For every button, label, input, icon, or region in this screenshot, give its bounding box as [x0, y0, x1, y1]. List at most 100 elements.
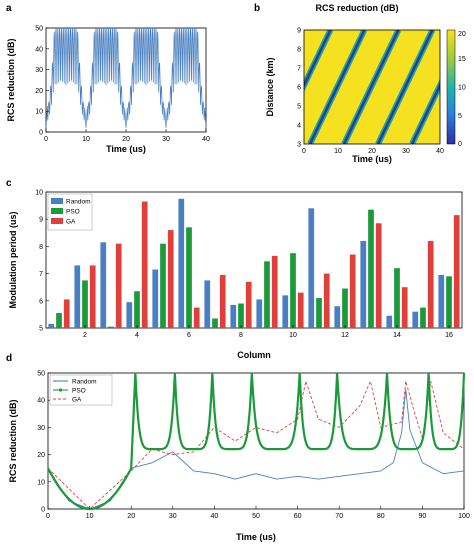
- panel-a-ytick-label: 10: [35, 109, 43, 116]
- bar-random: [412, 311, 419, 328]
- panel-c-xtick-label: 14: [393, 332, 401, 339]
- panel-b-ytick-label: 8: [297, 47, 301, 54]
- legend-label-random: Random: [66, 199, 91, 206]
- panel-d-xtick-label: 10: [86, 513, 94, 520]
- panel-d-xtick-label: 20: [127, 513, 135, 520]
- panel-c-xtick-label: 2: [83, 332, 87, 339]
- panel-c-ytick-label: 10: [35, 190, 43, 197]
- legend-label-pso: PSO: [66, 209, 80, 216]
- panel-c-ticks: 5 6 7 8 9 10 2 4 6 8 10 12 14 16: [35, 190, 453, 340]
- panel-b-colorbar-tick-label: 20: [458, 31, 466, 38]
- panel-c-ylabel: Modulation period (us): [8, 212, 18, 309]
- panel-d-ticks: 0 10 20 30 40 50 60 70 80 90 100 0 10 20 30 40 50: [37, 371, 470, 521]
- bar-ga: [89, 265, 96, 328]
- panel-b-stripe: [410, 82, 440, 144]
- panel-b-axes: [303, 29, 441, 145]
- panel-c-ytick-label: 6: [39, 298, 43, 305]
- panel-b-colorbar-tick-label: 0: [458, 141, 462, 148]
- panel-d-xtick-label: 50: [252, 513, 260, 520]
- bar-ga: [401, 287, 408, 328]
- panel-d-xtick-label: 80: [377, 513, 385, 520]
- panel-letter-b: b: [254, 3, 260, 14]
- bar-pso: [290, 253, 296, 328]
- panel-b-xtick-label: 30: [402, 148, 410, 155]
- panel-b-heatmap: [208, 30, 440, 144]
- panel-c-ytick-label: 8: [39, 244, 43, 251]
- panel-b-ytick-label: 6: [297, 85, 301, 92]
- bar-pso: [238, 303, 244, 328]
- legend-label-ga: GA: [72, 397, 82, 404]
- panel-a-ytick-label: 0: [39, 130, 43, 137]
- panel-b-ylabel: Distance (km): [265, 57, 275, 116]
- panel-b-xtick-label: 10: [334, 148, 342, 155]
- legend-label-pso: PSO: [72, 388, 86, 395]
- panel-b-stripe: [308, 30, 366, 144]
- panel-b-stripe-halo: [208, 30, 262, 144]
- bar-random: [308, 208, 315, 328]
- bar-random: [256, 299, 263, 328]
- bar-random: [204, 280, 211, 328]
- panel-c-ytick-label: 7: [39, 271, 43, 278]
- bar-random: [126, 302, 133, 328]
- legend-swatch-random: [51, 198, 63, 204]
- panel-a-ytick-label: 50: [35, 26, 43, 33]
- panel-b-colorbar-tick-label: 15: [458, 56, 466, 63]
- bar-ga: [219, 274, 226, 328]
- panel-letter-d: d: [6, 353, 12, 364]
- panel-c: 5 6 7 8 9 10 2 4 6 8 10 12 14 16 Random PSO GA Column M…: [8, 190, 463, 360]
- panel-c-legend: Random PSO GA: [47, 193, 93, 231]
- panel-a-xtick-label: 0: [44, 136, 48, 143]
- panel-c-xtick-label: 16: [445, 332, 453, 339]
- bar-ga: [141, 201, 148, 328]
- bar-random: [386, 315, 393, 328]
- panel-a-xtick-label: 20: [122, 136, 130, 143]
- panel-b-xtick-label: 0: [302, 148, 306, 155]
- panel-c-xtick-label: 6: [187, 332, 191, 339]
- bar-pso: [368, 209, 374, 328]
- panel-b-stripe: [304, 30, 332, 89]
- panel-b: RCS reduction (dB) 0 10 20 30 40 3 4 5 6 7 8 9 0 5 10…: [208, 3, 466, 164]
- bar-ga: [115, 243, 122, 328]
- panel-a-xlabel: Time (us): [106, 144, 146, 154]
- panel-c-ytick-label: 9: [39, 217, 43, 224]
- panel-b-ytick-label: 9: [297, 28, 301, 35]
- panel-c-ytick-label: 5: [39, 326, 43, 333]
- panel-a: 0 10 20 30 40 0 10 20 30 40 50 Time (us) RCS reduc…: [6, 26, 210, 155]
- panel-d-xtick-label: 30: [169, 513, 177, 520]
- bar-ga: [349, 254, 356, 328]
- panel-a-ticks: 0 10 20 30 40 0 10 20 30 40 50: [35, 26, 210, 144]
- bar-pso: [160, 243, 166, 328]
- bar-pso: [342, 288, 348, 328]
- panel-b-colorbar: [446, 29, 456, 145]
- bar-random: [100, 242, 107, 328]
- panel-d-ytick-label: 10: [37, 479, 45, 486]
- panel-c-xtick-label: 8: [239, 332, 243, 339]
- panel-a-xtick-label: 40: [202, 136, 210, 143]
- panel-c-xtick-label: 4: [135, 332, 139, 339]
- bar-ga: [453, 215, 460, 328]
- bar-pso: [82, 280, 88, 328]
- panel-b-xlabel: Time (us): [352, 154, 392, 164]
- panel-d-xtick-label: 60: [294, 513, 302, 520]
- panel-d-xtick-label: 0: [46, 513, 50, 520]
- legend-label-ga: GA: [66, 219, 76, 226]
- panel-b-colorbar-ticks: 0 5 10 15 20: [458, 31, 466, 148]
- panel-b-xtick-label: 20: [368, 148, 376, 155]
- bar-pso: [316, 298, 322, 328]
- bar-ga: [167, 230, 174, 328]
- bar-ga: [245, 281, 252, 328]
- bar-pso: [212, 318, 218, 328]
- panel-d-line-pso: [47, 372, 466, 511]
- panel-b-ticks: 0 10 20 30 40 3 4 5 6 7 8 9: [297, 28, 444, 156]
- panel-c-bars: [48, 198, 460, 328]
- bar-random: [48, 323, 55, 328]
- panel-b-ytick-label: 7: [297, 66, 301, 73]
- panel-a-ytick-label: 40: [35, 46, 43, 53]
- panel-d-xlabel: Time (us): [236, 532, 276, 542]
- bar-pso: [134, 291, 140, 328]
- bar-ga: [375, 223, 382, 328]
- panel-b-stripe: [376, 30, 434, 144]
- panel-d-xtick-label: 90: [419, 513, 427, 520]
- panel-c-xtick-label: 10: [289, 332, 297, 339]
